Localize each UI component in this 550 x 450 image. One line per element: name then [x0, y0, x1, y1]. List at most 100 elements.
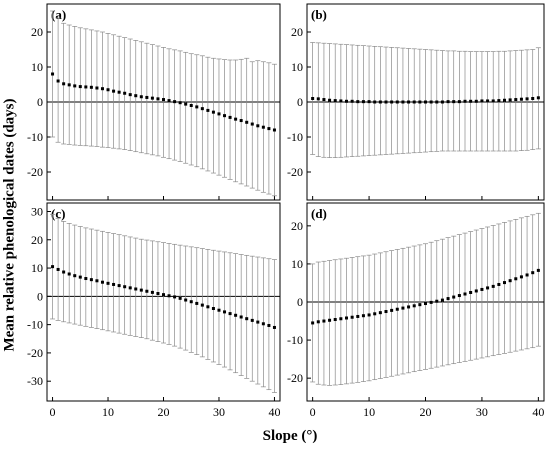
- y-tick-label: -20: [27, 346, 43, 360]
- x-tick-label: 40: [532, 405, 544, 419]
- y-tick-label: 0: [297, 95, 303, 109]
- data-point: [100, 87, 104, 91]
- data-point: [128, 286, 132, 290]
- data-point: [184, 298, 188, 302]
- x-tick-label: 40: [268, 405, 280, 419]
- y-tick-label: 10: [31, 261, 43, 275]
- y-tick-label: 20: [31, 233, 43, 247]
- data-point: [245, 317, 249, 321]
- data-point: [361, 100, 365, 104]
- data-point: [316, 97, 320, 101]
- data-point: [89, 278, 93, 282]
- y-tick-label: -10: [287, 333, 303, 347]
- data-point: [234, 313, 238, 317]
- data-point: [139, 95, 143, 99]
- y-tick-label: -10: [27, 130, 43, 144]
- data-point: [497, 99, 501, 103]
- data-point: [78, 85, 82, 89]
- data-point: [469, 99, 473, 103]
- data-point: [322, 98, 326, 102]
- data-point: [356, 314, 360, 318]
- data-point: [401, 306, 405, 310]
- data-point: [350, 99, 354, 103]
- x-tick-label: 0: [50, 405, 56, 419]
- data-point: [56, 267, 60, 271]
- panel-label: (c): [51, 206, 65, 221]
- data-point: [272, 128, 276, 132]
- data-point: [435, 299, 439, 303]
- data-point: [84, 85, 88, 89]
- data-point: [156, 292, 160, 296]
- data-point: [167, 99, 171, 103]
- y-tick-label: -10: [27, 318, 43, 332]
- data-point: [401, 100, 405, 104]
- y-tick-label: 30: [31, 204, 43, 218]
- y-tick-label: -30: [27, 374, 43, 388]
- data-point: [503, 281, 506, 285]
- data-point: [123, 285, 127, 289]
- data-point: [167, 294, 171, 298]
- data-point: [311, 97, 315, 100]
- data-point: [440, 298, 444, 302]
- data-point: [162, 293, 165, 297]
- data-point: [395, 100, 399, 104]
- panel-b: -20 -10 0 10 20 (b): [287, 3, 545, 201]
- data-point: [452, 295, 456, 299]
- x-tick-label: 20: [420, 405, 432, 419]
- data-point: [195, 301, 199, 305]
- y-tick-label: -20: [27, 165, 43, 179]
- data-point: [373, 312, 377, 316]
- data-point: [519, 275, 523, 279]
- data-point: [123, 91, 127, 95]
- data-point: [223, 114, 227, 118]
- data-point: [217, 308, 221, 312]
- data-point: [95, 86, 99, 90]
- data-point: [239, 315, 243, 319]
- data-point: [311, 321, 315, 325]
- data-point: [51, 72, 55, 76]
- data-point: [261, 125, 265, 129]
- data-point: [145, 95, 149, 99]
- data-point: [463, 292, 467, 296]
- data-point: [156, 97, 160, 101]
- data-point: [256, 320, 260, 324]
- data-point: [322, 319, 326, 323]
- y-tick-label: -20: [287, 371, 303, 385]
- data-point: [112, 89, 116, 93]
- data-point: [261, 322, 265, 326]
- data-point: [67, 83, 71, 87]
- x-tick-label: 30: [476, 405, 488, 419]
- data-point: [424, 100, 427, 104]
- data-point: [62, 270, 66, 274]
- data-point: [412, 304, 416, 308]
- data-point: [84, 277, 88, 281]
- data-point: [184, 102, 188, 106]
- panel-label: (a): [51, 7, 66, 22]
- data-point: [339, 317, 343, 321]
- data-point: [328, 98, 332, 102]
- y-tick-label: 0: [37, 95, 43, 109]
- data-point: [486, 99, 490, 103]
- data-point: [378, 311, 382, 315]
- x-tick-label: 10: [363, 405, 375, 419]
- data-point: [452, 100, 456, 104]
- y-tick-label: 10: [291, 60, 303, 74]
- data-point: [223, 310, 227, 314]
- data-point: [536, 96, 540, 100]
- data-point: [345, 316, 348, 320]
- data-point: [206, 305, 210, 309]
- y-tick-label: 20: [291, 219, 303, 233]
- x-tick-label: 0: [310, 405, 316, 419]
- data-point: [67, 272, 71, 276]
- data-point: [525, 97, 529, 101]
- data-point: [531, 271, 535, 275]
- data-point: [491, 284, 495, 288]
- data-point: [145, 289, 149, 293]
- data-point: [390, 100, 394, 104]
- data-point: [89, 85, 93, 89]
- data-point: [134, 94, 138, 98]
- y-tick-label: 0: [37, 289, 43, 303]
- data-point: [189, 300, 193, 304]
- data-point: [228, 312, 232, 316]
